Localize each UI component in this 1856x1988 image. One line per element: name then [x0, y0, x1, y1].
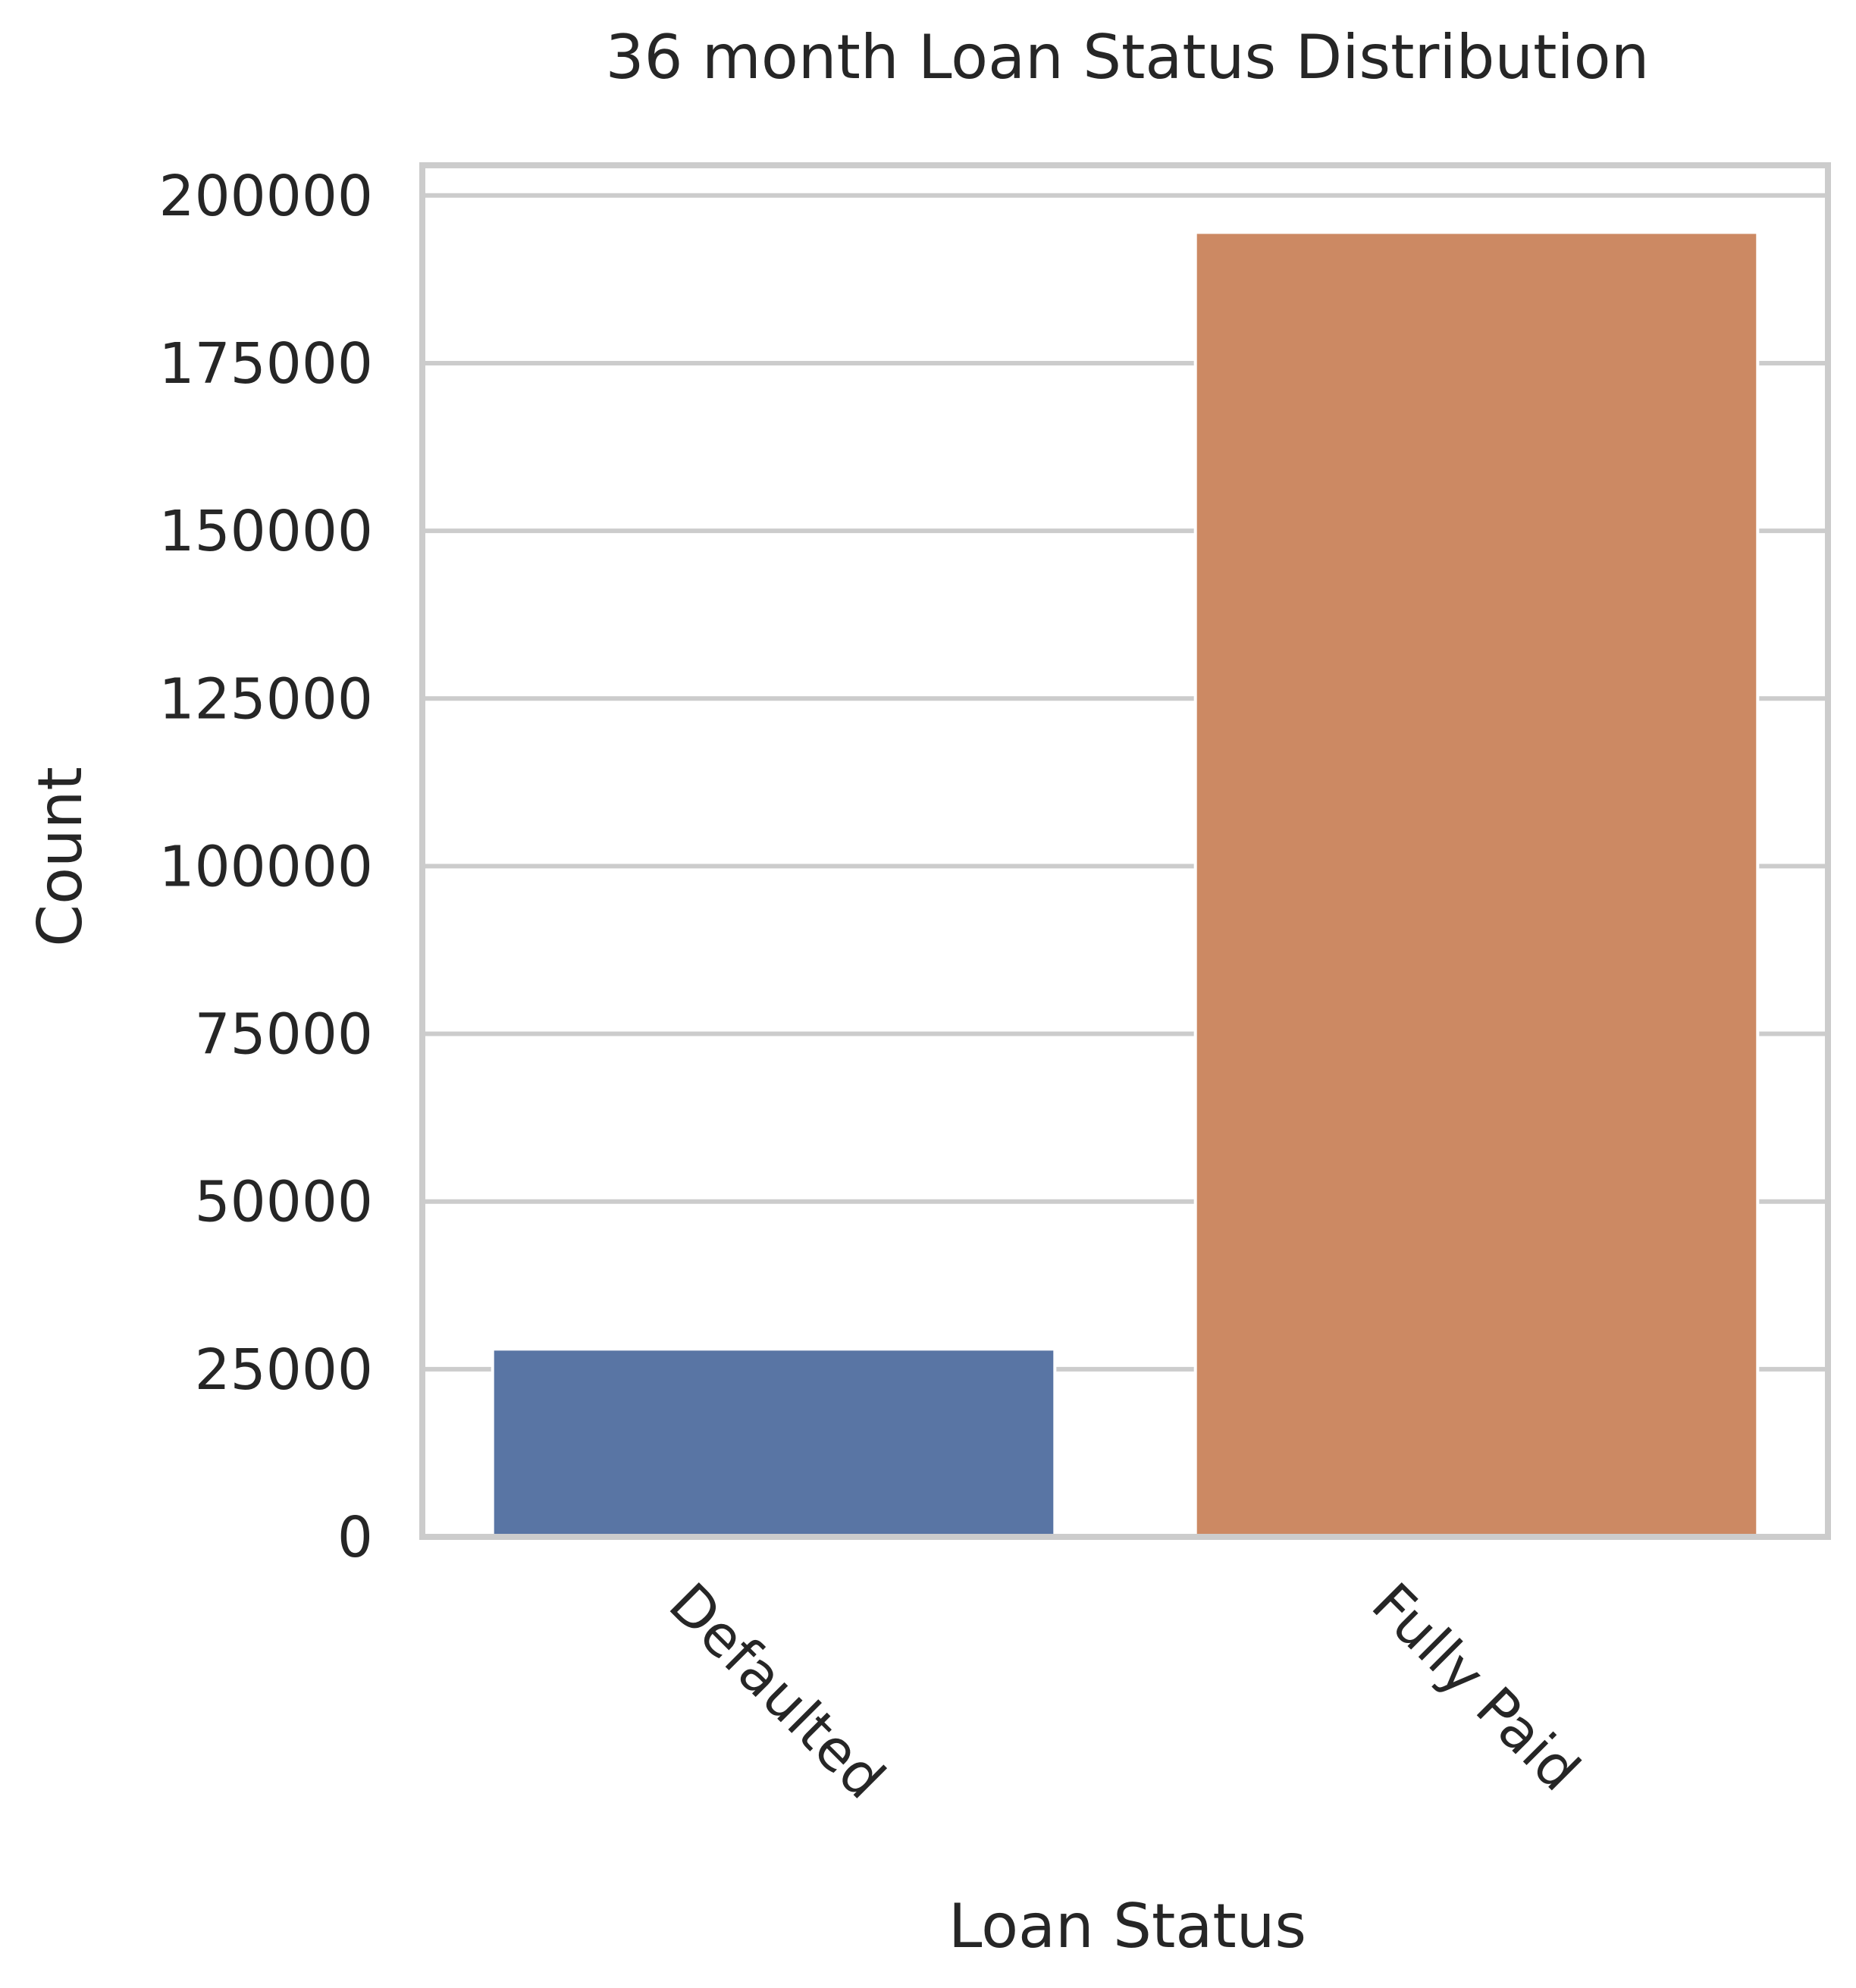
- y-tick-labels: 0 25000 50000 75000 100000 125000 150000 175000…: [159, 164, 374, 1570]
- y-tick-label: 0: [337, 1505, 373, 1570]
- chart-title: 36 month Loan Status Distribution: [606, 22, 1650, 93]
- y-tick-label: 150000: [159, 499, 374, 564]
- y-tick-label: 25000: [195, 1337, 373, 1403]
- bar-defaulted: [491, 1347, 1057, 1539]
- y-tick-label: 50000: [195, 1170, 373, 1235]
- y-tick-label: 200000: [159, 164, 374, 229]
- bars: [491, 230, 1760, 1539]
- y-tick-label: 125000: [159, 666, 374, 732]
- y-tick-label: 100000: [159, 834, 374, 899]
- plot-frame: [419, 162, 1831, 1540]
- y-tick-label: 175000: [159, 331, 374, 397]
- y-tick-label: 75000: [195, 1002, 373, 1068]
- bar-fully-paid: [1193, 230, 1760, 1538]
- x-axis-label: Loan Status: [948, 1891, 1306, 1961]
- y-axis-label: Count: [25, 767, 96, 947]
